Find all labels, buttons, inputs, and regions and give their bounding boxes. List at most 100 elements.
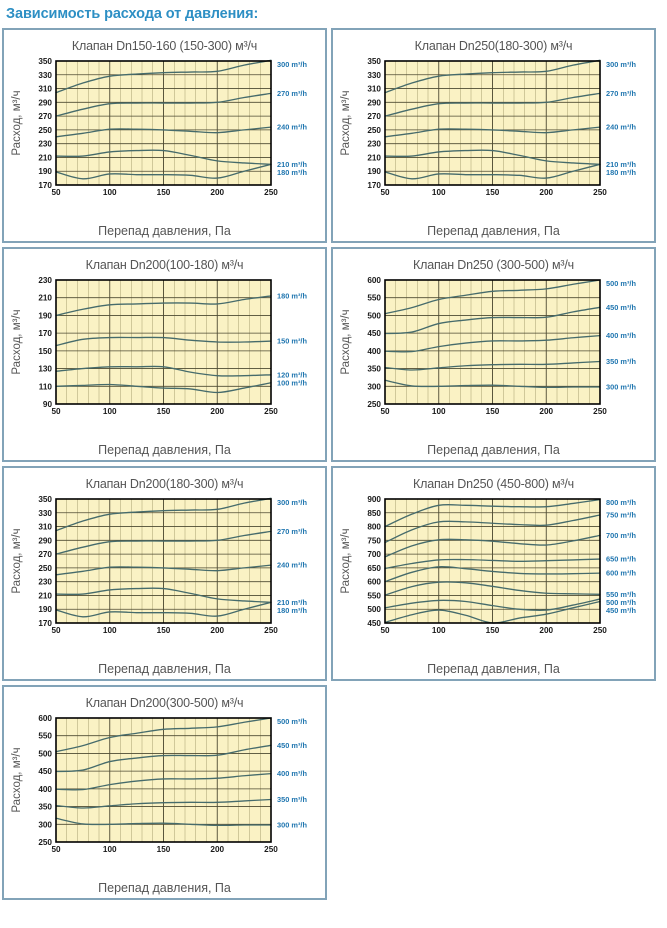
- x-tick-label: 50: [51, 626, 61, 635]
- charts-grid: Клапан Dn150-160 (150-300) м³/ч 170 190 210…: [0, 28, 667, 900]
- y-tick-label: 350: [367, 365, 381, 374]
- series-line: [55, 497, 272, 532]
- y-tick-label: 110: [39, 382, 53, 391]
- x-axis-ticks: 50 100 150 200 250: [51, 626, 278, 635]
- x-axis-title: Перепад давления, Па: [427, 662, 560, 676]
- y-tick-label: 400: [367, 347, 381, 356]
- legend-label: 210 m³/h: [277, 160, 307, 169]
- y-tick-label: 450: [38, 767, 52, 776]
- plot-frame: [384, 498, 601, 624]
- y-tick-label: 210: [38, 294, 52, 303]
- y-tick-label: 600: [367, 578, 381, 587]
- chart-card: Клапан Dn250(180-300) м³/ч 170 190 210 230 25…: [331, 28, 656, 243]
- series-line: [384, 498, 601, 528]
- chart-card: Клапан Dn250 (300-500) м³/ч 250 300 350 400 4…: [331, 247, 656, 462]
- y-tick-label: 350: [367, 57, 381, 66]
- legend-label: 500 m³/h: [606, 279, 636, 288]
- x-tick-label: 100: [103, 188, 117, 197]
- series-line: [55, 601, 272, 618]
- y-axis-ticks: 450 500 550 600 650 700 750 800 850 900: [367, 495, 381, 628]
- y-tick-label: 250: [38, 126, 52, 135]
- legend: 500 m³/h 450 m³/h 400 m³/h 350 m³/h 300 m³/h: [277, 717, 307, 830]
- chart-title: Клапан Dn250(180-300) м³/ч: [414, 39, 573, 53]
- legend-label: 300 m³/h: [277, 498, 307, 507]
- y-tick-label: 500: [367, 311, 381, 320]
- series-line: [384, 279, 601, 315]
- series-line: [384, 163, 601, 180]
- y-tick-label: 550: [367, 294, 381, 303]
- x-tick-label: 50: [51, 188, 61, 197]
- plot-area: 250 300 350 400 450 500 550 600 50 100 150 200 250 50…: [333, 272, 654, 430]
- legend-label: 240 m³/h: [277, 561, 307, 570]
- y-axis-title: Расход, м³/ч: [11, 309, 23, 374]
- series-line: [55, 564, 272, 576]
- chart-card: Клапан Dn200(100-180) м³/ч 90 110 130 150 170…: [2, 247, 327, 462]
- y-tick-label: 230: [38, 140, 52, 149]
- x-tick-label: 150: [486, 407, 500, 416]
- chart-svg: 170 190 210 230 250 270 290 310 330 350 50 100 150 20…: [11, 495, 307, 635]
- data-curves: [384, 279, 601, 389]
- y-tick-label: 170: [38, 329, 52, 338]
- y-tick-label: 190: [38, 605, 52, 614]
- chart-card: Клапан Dn150-160 (150-300) м³/ч 170 190 210…: [2, 28, 327, 243]
- chart-title: Клапан Dn250 (300-500) м³/ч: [413, 258, 574, 272]
- y-tick-label: 350: [38, 57, 52, 66]
- x-tick-label: 150: [157, 845, 171, 854]
- x-axis-ticks: 50 100 150 200 250: [380, 188, 607, 197]
- y-tick-label: 190: [367, 167, 381, 176]
- legend-label: 450 m³/h: [606, 606, 636, 615]
- x-tick-label: 150: [157, 188, 171, 197]
- legend-label: 180 m³/h: [277, 168, 307, 177]
- series-line: [55, 336, 272, 347]
- plot-area: 450 500 550 600 650 700 750 800 850 900 50 100 150 20…: [333, 491, 654, 649]
- series-line: [384, 126, 601, 138]
- x-tick-label: 200: [210, 188, 224, 197]
- x-tick-label: 250: [264, 626, 278, 635]
- data-curves: [55, 295, 272, 394]
- y-tick-label: 250: [38, 564, 52, 573]
- x-axis-title: Перепад давления, Па: [98, 443, 231, 457]
- x-tick-label: 150: [157, 407, 171, 416]
- y-tick-label: 500: [38, 749, 52, 758]
- x-tick-label: 200: [210, 626, 224, 635]
- y-tick-label: 210: [38, 153, 52, 162]
- x-tick-label: 200: [539, 407, 553, 416]
- series-line: [384, 534, 601, 558]
- y-axis-title: Расход, м³/ч: [340, 90, 352, 155]
- legend-label: 270 m³/h: [277, 89, 307, 98]
- y-tick-label: 330: [38, 509, 52, 518]
- x-axis-title: Перепад давления, Па: [98, 662, 231, 676]
- series-line: [55, 744, 272, 773]
- y-axis-ticks: 170 190 210 230 250 270 290 310 330 350: [38, 495, 52, 628]
- legend-label: 150 m³/h: [277, 337, 307, 346]
- chart-svg: 90 110 130 150 170 190 210 230 50 100 150 200 250 180…: [11, 276, 307, 416]
- y-tick-label: 270: [38, 550, 52, 559]
- y-tick-label: 270: [38, 112, 52, 121]
- y-tick-label: 450: [367, 619, 381, 628]
- series-line: [55, 92, 272, 117]
- x-tick-label: 50: [380, 188, 390, 197]
- y-tick-label: 400: [38, 785, 52, 794]
- plot-frame: [55, 60, 272, 186]
- legend-label: 550 m³/h: [606, 590, 636, 599]
- series-line: [384, 149, 601, 166]
- y-tick-label: 550: [367, 591, 381, 600]
- x-tick-label: 150: [486, 626, 500, 635]
- data-curves: [55, 59, 272, 180]
- legend-label: 700 m³/h: [606, 531, 636, 540]
- plot-frame: [384, 60, 601, 186]
- x-tick-label: 50: [380, 626, 390, 635]
- legend-label: 350 m³/h: [606, 357, 636, 366]
- y-tick-label: 190: [38, 167, 52, 176]
- series-line: [384, 379, 601, 389]
- legend-label: 300 m³/h: [277, 821, 307, 830]
- series-line: [384, 59, 601, 94]
- plot-area: 170 190 210 230 250 270 290 310 330 350 50 100 150 20…: [333, 53, 654, 211]
- x-tick-label: 200: [539, 626, 553, 635]
- y-axis-title: Расход, м³/ч: [11, 747, 23, 812]
- legend-label: 350 m³/h: [277, 795, 307, 804]
- x-tick-label: 100: [103, 407, 117, 416]
- series-line: [384, 92, 601, 117]
- x-axis-title: Перепад давления, Па: [98, 881, 231, 895]
